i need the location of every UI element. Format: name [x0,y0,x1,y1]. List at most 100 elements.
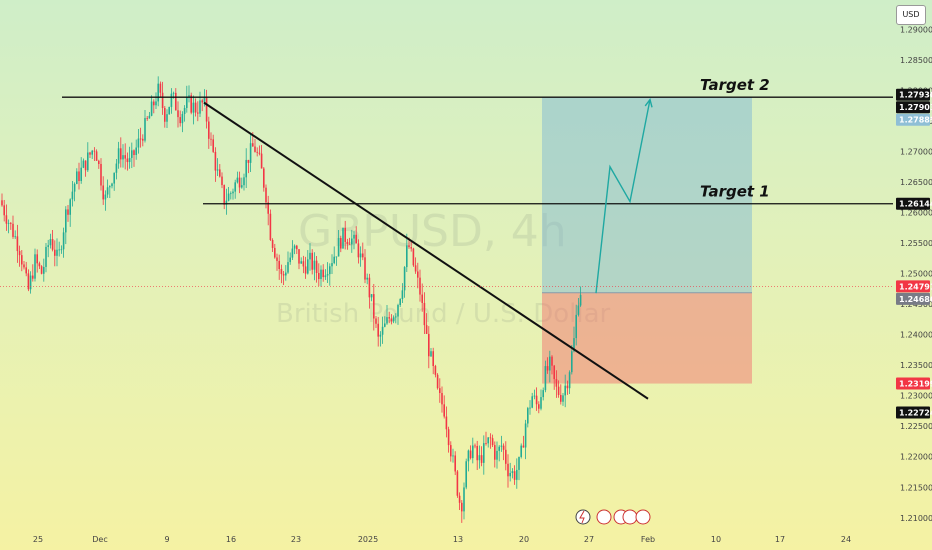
candle[interactable] [179,117,181,124]
candle[interactable] [392,317,395,322]
candle[interactable] [408,245,410,248]
candle[interactable] [320,269,322,280]
candle[interactable] [447,429,450,446]
candle[interactable] [560,394,562,402]
candle[interactable] [456,471,459,496]
candle[interactable] [12,223,14,237]
candle[interactable] [386,317,388,324]
candle[interactable] [71,191,74,200]
candle[interactable] [65,209,67,233]
candle[interactable] [450,445,452,457]
candle[interactable] [153,101,155,106]
candle[interactable] [485,443,487,444]
candle[interactable] [276,257,278,261]
candle[interactable] [421,294,423,303]
candle[interactable] [183,107,186,115]
us-flag-icon[interactable] [596,509,612,525]
candle[interactable] [170,93,173,107]
candle[interactable] [553,365,555,380]
candle[interactable] [300,261,302,264]
candle[interactable] [307,259,309,274]
candle[interactable] [362,253,364,258]
candle[interactable] [282,274,285,276]
candle[interactable] [32,275,34,279]
candle[interactable] [509,472,511,477]
candle[interactable] [333,256,335,264]
candle[interactable] [428,333,430,357]
candle[interactable] [186,97,188,108]
candle[interactable] [252,143,254,147]
candle[interactable] [49,239,52,246]
candle[interactable] [21,255,23,265]
candle[interactable] [467,450,470,462]
candle[interactable] [298,249,300,264]
candle[interactable] [313,260,316,270]
candle[interactable] [395,316,397,318]
candle[interactable] [346,241,349,244]
candle[interactable] [368,277,371,298]
candle[interactable] [3,205,5,216]
candle[interactable] [87,152,89,171]
candle[interactable] [142,138,144,141]
candle[interactable] [137,138,140,148]
candle[interactable] [192,102,195,113]
us-flag-icon[interactable] [622,509,638,525]
candle[interactable] [377,323,379,337]
candle[interactable] [498,446,500,451]
candle[interactable] [25,267,27,274]
candle[interactable] [280,269,283,275]
candle[interactable] [38,263,41,267]
candle[interactable] [172,92,175,94]
candle[interactable] [269,213,272,240]
candle[interactable] [474,445,476,447]
candle[interactable] [54,249,56,256]
candle[interactable] [441,393,443,405]
candle[interactable] [571,351,573,373]
candle[interactable] [60,249,63,251]
candle[interactable] [417,271,419,278]
candle[interactable] [212,139,214,152]
candle[interactable] [289,257,291,263]
candle[interactable] [513,471,516,480]
candle[interactable] [359,253,362,258]
candle[interactable] [203,96,206,103]
candle[interactable] [518,456,520,470]
candle[interactable] [45,246,47,267]
candle[interactable] [91,150,93,155]
candle[interactable] [329,266,331,275]
profit-zone[interactable] [542,97,752,293]
candle[interactable] [194,102,197,113]
candle[interactable] [542,390,544,398]
candle[interactable] [309,252,311,260]
trend-line[interactable] [203,101,649,400]
candle[interactable] [157,83,159,102]
currency-button[interactable]: USD [896,5,926,25]
candle[interactable] [388,317,390,319]
candle[interactable] [159,83,162,93]
candle[interactable] [254,146,256,152]
candle[interactable] [223,185,225,205]
candle[interactable] [423,302,426,326]
candle[interactable] [557,386,560,395]
candle[interactable] [274,247,276,258]
candle[interactable] [507,463,509,477]
candle[interactable] [489,437,492,439]
candle[interactable] [304,266,307,274]
candle[interactable] [425,325,428,334]
candle[interactable] [225,200,228,205]
candle[interactable] [293,245,296,249]
candle[interactable] [524,423,527,448]
candle[interactable] [164,107,166,122]
candle[interactable] [296,245,298,250]
candle[interactable] [375,318,377,324]
candle[interactable] [331,263,333,267]
candle[interactable] [476,445,478,461]
candle[interactable] [575,314,577,339]
candle[interactable] [10,222,12,224]
candle[interactable] [133,150,135,156]
candle[interactable] [260,153,263,169]
event-icons[interactable] [575,509,651,525]
candle[interactable] [113,172,115,184]
candle[interactable] [135,147,137,156]
